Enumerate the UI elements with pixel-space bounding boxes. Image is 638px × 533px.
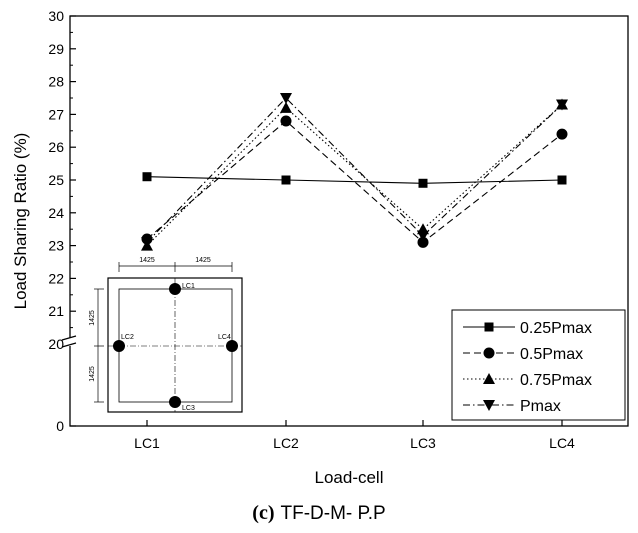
legend-box <box>451 309 626 421</box>
inset-dim-left-2: 1425 <box>89 366 96 382</box>
caption-letter: (c) <box>252 502 274 524</box>
inset-loadcell-3 <box>169 396 181 408</box>
series-line <box>146 97 563 243</box>
inset-loadcell-4 <box>226 340 238 352</box>
legend-entry: 0.25Pmax <box>463 320 592 337</box>
legend-label: Pmax <box>520 398 561 415</box>
plot-frame <box>69 15 629 427</box>
legend-entry: 0.5Pmax <box>463 346 583 363</box>
data-point <box>280 115 292 127</box>
x-tick-label: LC2 <box>273 435 299 451</box>
series-layer <box>141 93 568 251</box>
inset-label-lc2: LC2 <box>121 334 134 341</box>
y-tick-label: 20 <box>48 336 64 352</box>
inset-dim-top-2: 1425 <box>195 257 211 264</box>
series-line <box>146 120 563 244</box>
x-axis: LC1 LC2 LC3 LC4 <box>134 420 575 451</box>
legend-marker <box>484 322 494 332</box>
axis-break-marks <box>61 335 78 348</box>
series-line <box>146 176 563 184</box>
legend-label: 0.25Pmax <box>520 320 592 337</box>
y-axis-title: Load Sharing Ratio (%) <box>11 133 30 310</box>
data-point <box>142 172 152 182</box>
legend-label: 0.75Pmax <box>520 372 592 389</box>
series-Pmax <box>141 93 568 249</box>
series-0.5Pmax <box>141 115 568 248</box>
inset-loadcell-2 <box>113 340 125 352</box>
y-tick-label: 21 <box>48 303 64 319</box>
y-tick-label: 27 <box>48 106 64 122</box>
inset-label-lc3: LC3 <box>182 405 195 412</box>
series-line <box>146 104 563 246</box>
y-tick-label: 28 <box>48 74 64 90</box>
legend-entry: Pmax <box>463 398 561 415</box>
data-point <box>418 178 428 188</box>
y-tick-label: 30 <box>48 8 64 24</box>
y-tick-label: 0 <box>56 418 64 434</box>
legend-marker <box>483 400 495 411</box>
data-point <box>280 93 292 104</box>
inset-loadcell-1 <box>169 283 181 295</box>
legend-marker <box>483 347 495 359</box>
data-point <box>281 175 291 185</box>
legend-label: 0.5Pmax <box>520 346 583 363</box>
y-axis: 0 20 21 22 23 24 25 26 27 28 29 30 <box>48 8 76 434</box>
y-tick-label: 29 <box>48 41 64 57</box>
inset-label-lc4: LC4 <box>218 334 231 341</box>
legend: 0.25Pmax 0.5Pmax 0.75Pmax Pmax <box>451 309 626 421</box>
data-point <box>417 236 429 248</box>
data-point <box>141 237 153 249</box>
x-tick-label: LC3 <box>410 435 436 451</box>
legend-entry: 0.75Pmax <box>463 372 592 389</box>
legend-entries: 0.25Pmax 0.5Pmax 0.75Pmax Pmax <box>463 320 592 415</box>
y-tick-label: 23 <box>48 238 64 254</box>
x-tick-label: LC1 <box>134 435 160 451</box>
data-point <box>556 99 568 111</box>
inset-dim-top-1: 1425 <box>139 257 155 264</box>
legend-marker <box>483 373 495 384</box>
inset-dim-left-1: 1425 <box>89 310 96 326</box>
data-point <box>280 101 292 113</box>
inset-label-lc1: LC1 <box>182 283 195 290</box>
caption-text: TF-D-M- P.P <box>281 503 386 524</box>
series-0.25Pmax <box>142 172 567 188</box>
data-point <box>557 175 567 185</box>
y-tick-label: 25 <box>48 172 64 188</box>
y-tick-label: 22 <box>48 270 64 286</box>
series-0.75Pmax <box>141 98 568 251</box>
x-axis-title: Load-cell <box>315 468 384 487</box>
data-point <box>556 128 568 140</box>
figure-caption: (c) TF-D-M- P.P <box>252 502 385 524</box>
data-point <box>417 230 429 242</box>
y-tick-label: 26 <box>48 139 64 155</box>
x-tick-label: LC4 <box>549 435 575 451</box>
y-tick-label: 24 <box>48 205 64 221</box>
inset-diagram: 1425 1425 1425 1425 LC1 LC2 LC3 LC4 <box>89 257 243 413</box>
